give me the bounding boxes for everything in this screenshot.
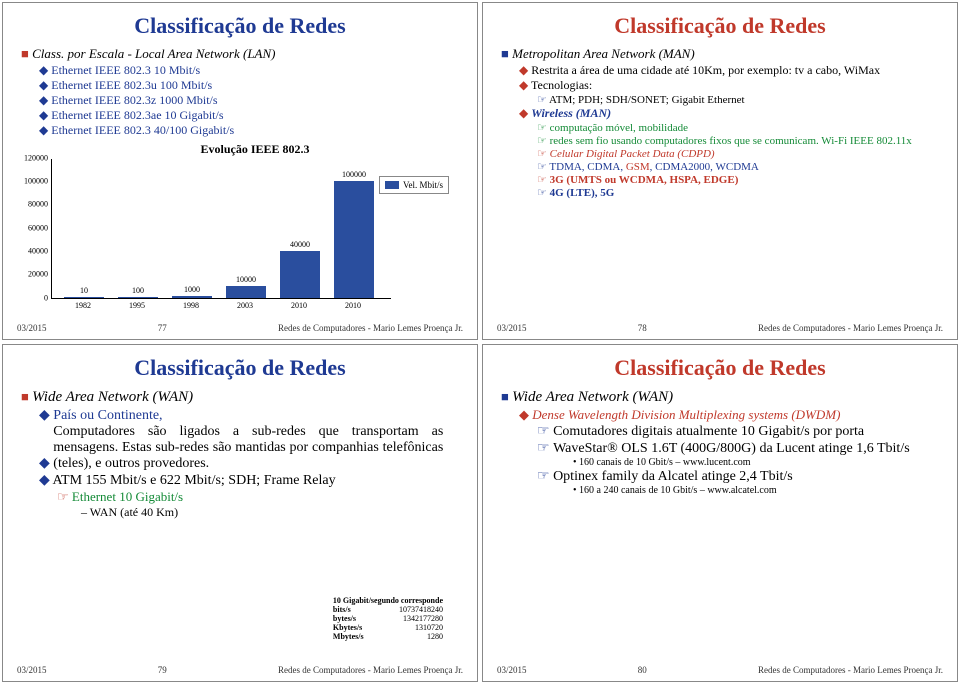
chart-title: Evolução IEEE 802.3 xyxy=(51,142,459,157)
s4-c2b: 160 canais de 10 Gbit/s – www.lucent.com xyxy=(579,457,751,468)
slide1-bullets: Class. por Escala - Local Area Network (… xyxy=(21,45,459,63)
footer-page: 77 xyxy=(47,323,279,333)
gigabit-table: 10 Gigabit/segundo corresponde bits/s107… xyxy=(327,596,449,641)
slide-title: Classificação de Redes xyxy=(21,13,459,39)
chart-legend: Vel. Mbit/s xyxy=(379,176,449,194)
s1-line3: Ethernet IEEE 802.3ae 10 Gigabit/s xyxy=(51,108,223,122)
s1-line0: Ethernet IEEE 802.3 10 Mbit/s xyxy=(51,63,200,77)
tbl-header: 10 Gigabit/segundo corresponde xyxy=(327,596,449,605)
s2-w6: 4G (LTE), 5G xyxy=(550,187,615,199)
slide-grid: Classificação de Redes Class. por Escala… xyxy=(0,0,960,684)
slide-3: Classificação de Redes Wide Area Network… xyxy=(2,344,478,682)
footer-date: 03/2015 xyxy=(17,665,47,675)
s2-w2: redes sem fio usando computadores fixos … xyxy=(550,135,912,147)
slide-footer: 03/2015 77 Redes de Computadores - Mario… xyxy=(17,323,463,333)
slide-title: Classificação de Redes xyxy=(501,13,939,39)
chart-area: Evolução IEEE 802.3 02000040000600008000… xyxy=(51,142,459,310)
s1-line1: Ethernet IEEE 802.3u 100 Mbit/s xyxy=(51,78,212,92)
footer-course: Redes de Computadores - Mario Lemes Proe… xyxy=(278,323,463,333)
legend-swatch xyxy=(385,181,399,189)
footer-course: Redes de Computadores - Mario Lemes Proe… xyxy=(278,665,463,675)
s2-man-line: Restrita a área de uma cidade até 10Km, … xyxy=(531,63,880,77)
s2-tech-line: ATM; PDH; SDH/SONET; Gigabit Ethernet xyxy=(549,94,745,106)
s3-p2: ATM 155 Mbit/s e 622 Mbit/s; SDH; Frame … xyxy=(53,473,336,488)
bar-chart: 0200004000060000800001000001200001010010… xyxy=(51,159,391,299)
slide-4: Classificação de Redes Wide Area Network… xyxy=(482,344,958,682)
s2-w3: Celular Digital Packet Data (CDPD) xyxy=(550,148,715,160)
slide-footer: 03/2015 79 Redes de Computadores - Mario… xyxy=(17,665,463,675)
footer-page: 79 xyxy=(47,665,279,675)
s4-c1: Comutadores digitais atualmente 10 Gigab… xyxy=(553,424,923,440)
s2-tech: Tecnologias: xyxy=(531,78,592,92)
s3-p1: Computadores são ligados a sub-redes que… xyxy=(53,424,443,472)
slide-title: Classificação de Redes xyxy=(21,355,459,381)
s1-line2: Ethernet IEEE 802.3z 1000 Mbit/s xyxy=(51,93,217,107)
s2-w4b: GSM xyxy=(626,161,650,173)
slide-footer: 03/2015 78 Redes de Computadores - Mario… xyxy=(497,323,943,333)
footer-page: 78 xyxy=(527,323,759,333)
footer-course: Redes de Computadores - Mario Lemes Proe… xyxy=(758,665,943,675)
slide-2: Classificação de Redes Metropolitan Area… xyxy=(482,2,958,340)
s3-pais: País ou Continente, xyxy=(53,408,162,423)
s3-wan-km: WAN (até 40 Km) xyxy=(90,505,178,519)
s2-wireless: Wireless (MAN) xyxy=(531,106,611,120)
s2-w4a: TDMA, CDMA, xyxy=(549,161,625,173)
s2-man: Metropolitan Area Network (MAN) xyxy=(512,46,695,61)
footer-page: 80 xyxy=(527,665,759,675)
s3-eth: Ethernet 10 Gigabit/s xyxy=(72,489,183,504)
legend-label: Vel. Mbit/s xyxy=(403,180,443,190)
footer-date: 03/2015 xyxy=(497,665,527,675)
s3-wan: Wide Area Network (WAN) xyxy=(32,389,193,405)
s1-line4: Ethernet IEEE 802.3 40/100 Gigabit/s xyxy=(51,123,234,137)
s4-c2: WaveStar® OLS 1.6T (400G/800G) da Lucent… xyxy=(553,441,923,457)
s4-wan: Wide Area Network (WAN) xyxy=(512,389,673,405)
s4-c3b: 160 a 240 canais de 10 Gbit/s – www.alca… xyxy=(579,485,909,496)
slide-title: Classificação de Redes xyxy=(501,355,939,381)
slide-footer: 03/2015 80 Redes de Computadores - Mario… xyxy=(497,665,943,675)
footer-date: 03/2015 xyxy=(497,323,527,333)
s2-w5: 3G (UMTS ou WCDMA, HSPA, EDGE) xyxy=(550,174,739,186)
footer-course: Redes de Computadores - Mario Lemes Proe… xyxy=(758,323,943,333)
s2-w1: computação móvel, mobilidade xyxy=(550,122,688,134)
s1-lan: Class. por Escala - Local Area Network (… xyxy=(32,46,275,61)
s4-c3: Optinex family da Alcatel atinge 2,4 Tbi… xyxy=(553,469,923,485)
s4-dwdm: Dense Wavelength Division Multiplexing s… xyxy=(532,407,922,423)
s2-w4d: CDMA2000, WCDMA xyxy=(655,161,759,173)
slide-1: Classificação de Redes Class. por Escala… xyxy=(2,2,478,340)
footer-date: 03/2015 xyxy=(17,323,47,333)
